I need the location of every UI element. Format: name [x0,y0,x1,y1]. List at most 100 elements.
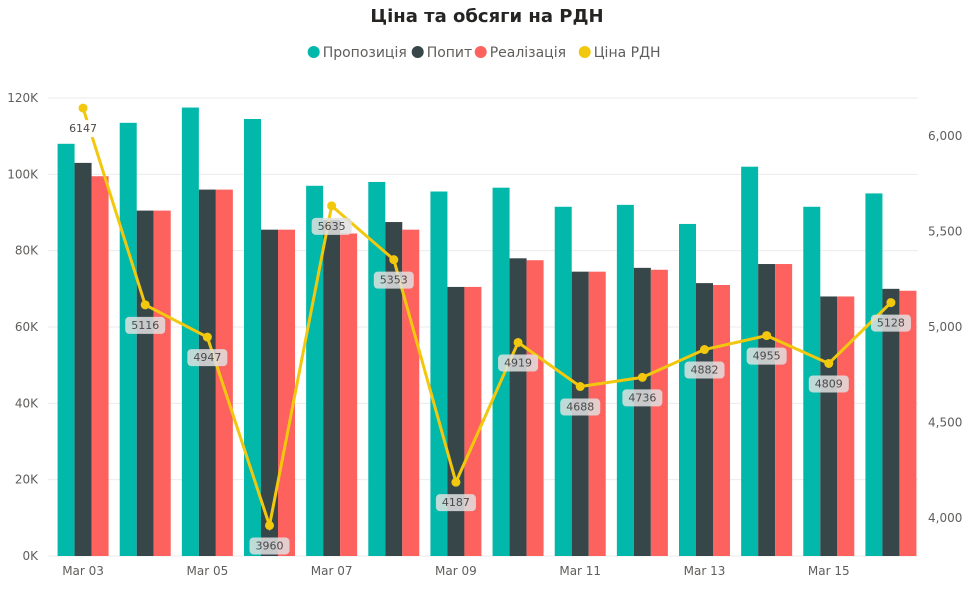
bar-realization-3 [215,189,233,556]
x-tick-label: Mar 03 [62,564,104,578]
y-right-tick-label: 4,000 [928,511,962,525]
price-label-5: 5635 [318,220,346,233]
bar-supply-5 [306,185,324,557]
bar-realization-13 [837,296,855,556]
price-label-13: 4809 [815,377,843,390]
price-label-bg-9 [560,398,601,416]
price-label-bg-2 [125,316,166,334]
price-label-6: 5353 [380,274,408,287]
price-point-10 [637,372,647,382]
price-point-2 [140,300,150,310]
data-labels: 6147 5116 4947 3960 5635 5353 4187 4919 4688 4736… [63,120,911,555]
legend-marker-1 [307,46,320,58]
price-label-bg-14 [870,314,911,332]
bar-demand-14 [882,288,900,556]
legend-marker-4 [578,46,591,58]
legend-label-4: Ціна РДН [594,45,661,61]
price-label-10: 4736 [628,391,656,404]
bar-realization-4 [278,229,295,557]
price-label-14: 5128 [877,317,905,330]
y-right-tick-label: 5,500 [928,225,962,239]
bar-demand-2 [136,210,154,556]
price-label-7: 4187 [442,496,470,509]
x-tick-label: Mar 13 [684,564,726,578]
bar-realization-8 [526,260,544,556]
bar-realization-11 [713,285,730,556]
y-right-tick-label: 6,000 [928,129,962,143]
bar-demand-1 [74,162,92,556]
legend-label-3: Реалізація [490,45,566,61]
price-label-bg-4 [249,537,290,555]
bar-demand-6 [385,222,403,556]
y-right-tick-label: 5,000 [928,320,962,334]
y-left-tick-label: 60K [15,320,39,334]
y-left-tick-label: 80K [15,244,39,258]
bar-supply-9 [554,206,572,556]
price-label-bg-12 [746,347,787,365]
bar-supply-2 [119,122,137,556]
bar-supply-14 [865,193,883,556]
legend-label-2: Попит [427,45,473,61]
bar-realization-1 [91,176,109,556]
price-point-12 [762,331,772,341]
bar-demand-8 [509,258,527,556]
price-label-2: 5116 [131,319,159,332]
price-label-bg-7 [435,494,476,512]
bar-realization-6 [402,229,420,557]
x-tick-label: Mar 07 [311,564,353,578]
y-left-tick-label: 20K [15,473,39,487]
price-label-bg-10 [622,389,663,407]
price-label-8: 4919 [504,356,532,369]
price-label-12: 4955 [753,350,781,363]
bar-supply-7 [430,191,448,556]
price-label-bg-1 [63,120,104,138]
bar-demand-7 [447,286,465,556]
chart-title: Ціна та обсяги на РДН [370,6,603,27]
price-point-6 [389,255,399,265]
x-tick-label: Mar 15 [808,564,850,578]
bar-demand-12 [758,264,776,556]
price-label-bg-5 [311,217,352,235]
price-line [78,103,896,532]
price-point-1 [78,103,88,113]
bar-supply-8 [492,187,510,557]
price-label-bg-3 [187,349,228,367]
price-label-bg-6 [373,271,414,289]
bars [57,107,917,557]
price-point-3 [202,332,212,342]
price-point-9 [575,382,585,392]
bar-realization-12 [775,264,793,556]
price-label-9: 4688 [566,401,594,414]
price-point-4 [265,520,274,530]
price-label-3: 4947 [193,351,221,364]
legend-label-1: Пропозиція [323,45,407,61]
price-point-11 [700,345,709,355]
price-label-bg-8 [498,354,539,372]
bar-demand-3 [198,189,216,556]
x-tick-label: Mar 05 [186,564,228,578]
y-right-tick-label: 4,500 [928,415,962,429]
bar-realization-7 [464,286,482,556]
legend-marker-2 [411,46,424,58]
price-label-4: 3960 [256,539,284,552]
bar-realization-2 [153,210,171,556]
price-point-14 [886,298,896,308]
bar-demand-4 [261,229,278,557]
legend: Пропозиція Попит Реалізація Ціна РДН [307,45,661,61]
bar-supply-1 [57,143,75,557]
price-label-bg-13 [808,375,849,393]
price-point-7 [451,477,461,487]
bar-realization-10 [650,269,668,556]
price-point-8 [513,337,523,347]
y-left-tick-label: 0K [22,549,39,563]
bar-demand-11 [696,283,713,556]
price-line-path [81,107,892,532]
x-tick-label: Mar 11 [559,564,601,578]
price-label-bg-11 [684,361,725,379]
bar-demand-13 [820,296,838,556]
y-left-tick-label: 100K [7,167,39,181]
axes: 0K 20K 40K 60K 80K 100K 120K 4,000 4,500 5,000 5,5… [7,91,962,578]
bar-demand-10 [633,267,651,556]
y-left-tick-label: 120K [7,91,39,105]
